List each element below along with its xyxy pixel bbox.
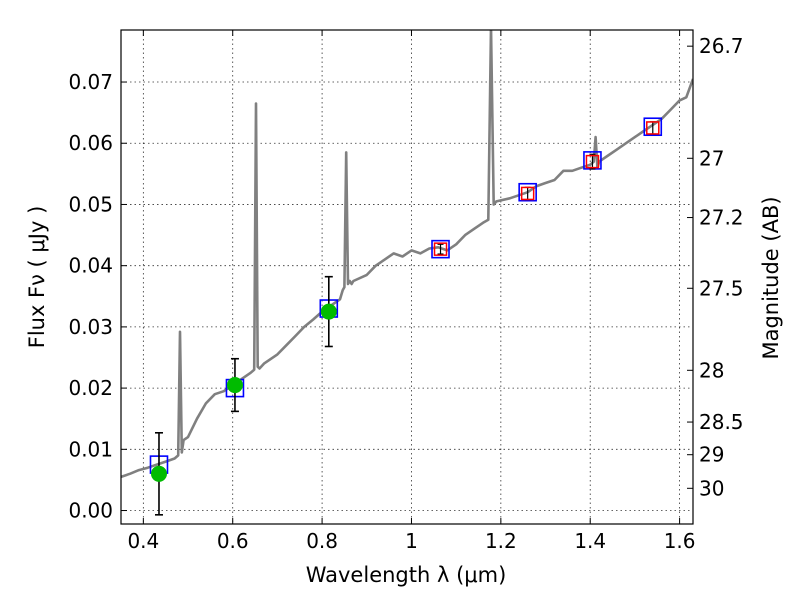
y-tick-label: 0.03 [68, 315, 113, 339]
observed-nir-square [646, 121, 660, 135]
observed-point [150, 465, 167, 482]
model-photometry-square [643, 117, 663, 137]
magnitude-axis-label: Magnitude (AB) [759, 196, 783, 359]
y-axis-label: Flux Fν ( μJy ) [25, 206, 49, 349]
x-tick-label: 0.4 [127, 529, 159, 553]
y-tick-label: 0.00 [68, 499, 113, 523]
y-axis: 0.00 0.01 0.02 0.03 0.04 0.05 0.06 0.07 [68, 70, 127, 523]
observed-nir-square [433, 242, 448, 256]
y-tick-label: 0.01 [68, 437, 113, 461]
x-axis: 0.4 0.6 0.8 1 1.2 1.4 1.6 [127, 30, 696, 553]
x-tick-label: 1.2 [485, 529, 517, 553]
magnitude-axis: 26.7 27 27.2 27.5 28 28.5 29 30 [687, 34, 744, 500]
plot-frame [120, 29, 694, 525]
observed-point [226, 377, 243, 394]
grid [121, 30, 693, 524]
points-layer [149, 117, 663, 516]
spectrum-layer [121, 30, 693, 479]
magnitude-tick-label: 27 [699, 146, 724, 170]
observed-point [320, 303, 337, 320]
magnitude-tick-label: 27.2 [699, 206, 744, 230]
x-tick-label: 1.4 [574, 529, 606, 553]
model-photometry-square [431, 239, 450, 259]
model-photometry-square [518, 182, 537, 202]
x-tick-label: 1 [405, 529, 418, 553]
spectrum-line [121, 30, 693, 479]
magnitude-tick-label: 28.5 [699, 410, 744, 434]
y-tick-label: 0.06 [68, 131, 113, 155]
y-tick-label: 0.05 [68, 192, 113, 216]
magnitude-tick-label: 30 [699, 476, 724, 500]
y-tick-label: 0.04 [68, 254, 113, 278]
y-tick-label: 0.02 [68, 376, 113, 400]
observed-nir-square [585, 154, 600, 169]
magnitude-tick-label: 28 [699, 358, 724, 382]
magnitude-tick-label: 26.7 [699, 34, 744, 58]
x-axis-label: Wavelength λ (μm) [306, 563, 507, 587]
x-tick-label: 1.6 [664, 529, 696, 553]
x-tick-label: 0.8 [306, 529, 338, 553]
magnitude-tick-label: 29 [699, 443, 724, 467]
observed-nir-square [520, 186, 535, 201]
magnitude-tick-label: 27.5 [699, 276, 744, 300]
x-tick-label: 0.6 [217, 529, 249, 553]
y-tick-label: 0.07 [68, 70, 113, 94]
